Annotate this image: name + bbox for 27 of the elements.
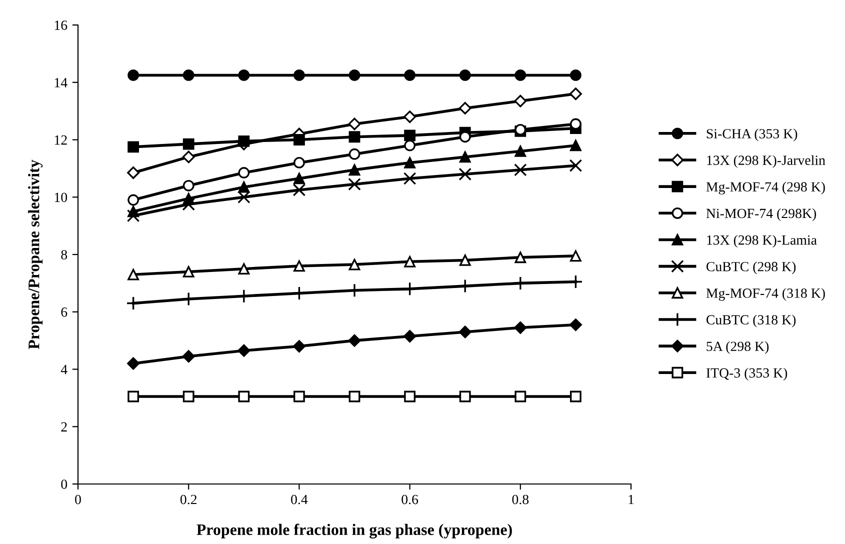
legend-label: Ni-MOF-74 (298K) [706,208,816,221]
x-tick-label: 0.4 [291,494,308,504]
legend-label: 13X (298 K)-Jarvelin [707,155,826,168]
legend-label: Si-CHA (353 K) [706,128,798,142]
legend-label: 13X (298 K)-Lamia [707,234,817,248]
y-tick-label: 16 [54,20,68,30]
legend-label: CuBTC (318 K) [706,314,796,328]
legend-label: 5A (298 K) [706,341,769,354]
y-tick-label: 2 [61,422,67,432]
legend-label: Mg-MOF-74 (298 K) [706,182,825,194]
x-tick-label: 0.2 [180,494,197,504]
legend-label: Mg-MOF-74 (318 K) [706,288,825,301]
y-tick-label: 10 [54,192,68,202]
x-tick-label: 0 [75,494,81,504]
y-tick-label: 0 [61,480,68,489]
y-tick-label: 4 [60,364,68,374]
x-tick-label: 0.8 [512,494,529,504]
x-tick-label: 1 [628,494,634,504]
y-tick-label: 8 [61,250,68,260]
legend-label: ITQ-3 (353 K) [706,368,788,380]
y-axis-title: Propene/Propane selectivity [28,160,43,350]
x-tick-label: 0.6 [402,494,418,504]
y-tick-label: 12 [54,135,67,145]
x-axis-title: Propene mole fraction in gas phase (ypropene) [196,524,512,538]
y-tick-label: 14 [54,78,68,88]
y-tick-label: 6 [61,307,68,317]
legend-label: CuBTC (298 K) [706,262,796,274]
